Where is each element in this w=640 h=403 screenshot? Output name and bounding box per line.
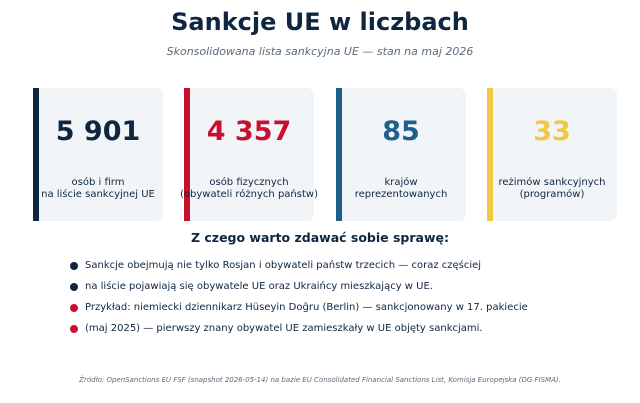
stat-value: 33 <box>533 116 571 147</box>
bullet-list: Sankcje obejmują nie tylko Rosjan i obyw… <box>70 259 630 343</box>
stat-label-line1: reżimów sankcyjnych <box>498 177 606 188</box>
list-item: (maj 2025) — pierwszy znany obywatel UE … <box>70 322 630 343</box>
stat-label: osób i firm na liście sankcyjnej UE <box>27 177 169 201</box>
stat-card-accent-bar <box>184 88 190 221</box>
stat-value: 85 <box>382 116 420 147</box>
bullet-dot-icon <box>70 262 78 270</box>
stat-label-line2: reprezentowanych <box>354 189 448 200</box>
stat-label: osób fizycznych (obywateli różnych państ… <box>178 177 320 201</box>
list-item-text: Przykład: niemiecki dziennikarz Hüseyin … <box>85 302 528 313</box>
stat-label-line1: osób i firm <box>71 177 125 188</box>
stat-card-countries: 85 krajów reprezentowanych <box>336 88 466 221</box>
list-item: Przykład: niemiecki dziennikarz Hüseyin … <box>70 301 630 322</box>
stat-value: 5 901 <box>55 116 141 147</box>
list-item-text: (maj 2025) — pierwszy znany obywatel UE … <box>85 323 483 334</box>
stat-card-regimes: 33 reżimów sankcyjnych (programów) <box>487 88 617 221</box>
source-note: Źródło: OpenSanctions EU FSF (snapshot 2… <box>79 376 561 384</box>
bullet-dot-icon <box>70 325 78 333</box>
page-title: Sankcje UE w liczbach <box>171 8 469 36</box>
stat-label: reżimów sankcyjnych (programów) <box>481 177 623 201</box>
stat-label: krajów reprezentowanych <box>330 177 472 201</box>
stat-card-accent-bar <box>487 88 493 221</box>
stat-label-line2: (obywateli różnych państw) <box>180 189 318 200</box>
bullet-dot-icon <box>70 283 78 291</box>
stat-card-accent-bar <box>336 88 342 221</box>
section-heading: Z czego warto zdawać sobie sprawę: <box>190 230 450 245</box>
stat-value: 4 357 <box>206 116 292 147</box>
stat-card-persons: 4 357 osób fizycznych (obywateli różnych… <box>180 88 318 221</box>
stat-label-line1: osób fizycznych <box>209 177 289 188</box>
stat-card-entities: 5 901 osób i firm na liście sankcyjnej U… <box>33 88 163 221</box>
stat-label-line1: krajów <box>384 177 418 188</box>
stat-label-line2: na liście sankcyjnej UE <box>41 189 155 200</box>
list-item: Sankcje obejmują nie tylko Rosjan i obyw… <box>70 259 630 280</box>
stat-label-line2: (programów) <box>519 189 585 200</box>
list-item: na liście pojawiają się obywatele UE ora… <box>70 280 630 301</box>
page-subtitle: Skonsolidowana lista sankcyjna UE — stan… <box>166 45 474 58</box>
list-item-text: na liście pojawiają się obywatele UE ora… <box>85 281 433 292</box>
bullet-dot-icon <box>70 304 78 312</box>
list-item-text: Sankcje obejmują nie tylko Rosjan i obyw… <box>85 260 482 271</box>
stat-card-accent-bar <box>33 88 39 221</box>
